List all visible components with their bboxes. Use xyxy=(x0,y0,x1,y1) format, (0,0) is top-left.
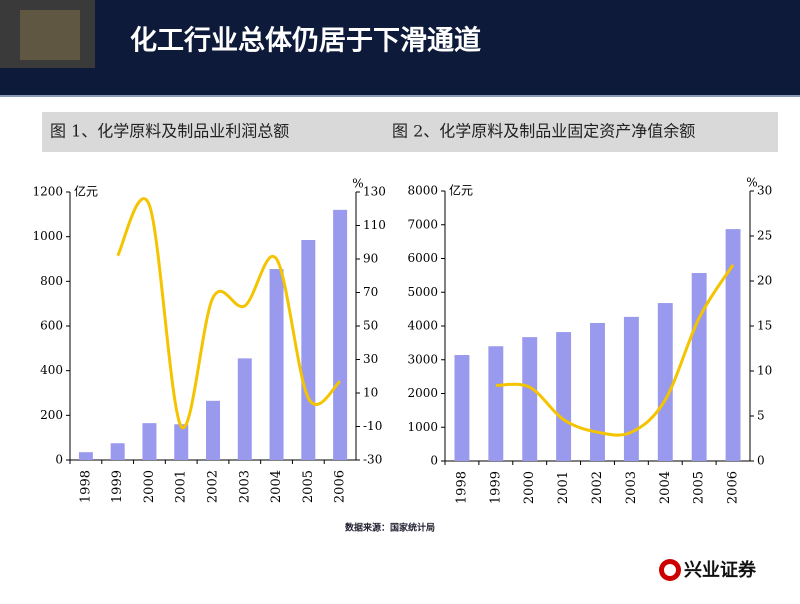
y-tick-label: 1200 xyxy=(32,185,63,199)
y2-tick-label: -30 xyxy=(363,453,382,467)
x-tick-label: 2000 xyxy=(522,471,537,504)
y-tick-label: 6000 xyxy=(407,251,438,265)
y2-tick-label: -10 xyxy=(363,419,382,433)
y-tick-label: 2000 xyxy=(407,386,438,400)
bar xyxy=(691,273,707,461)
bar xyxy=(725,229,741,461)
x-tick-label: 1998 xyxy=(454,471,469,504)
bar xyxy=(454,355,470,461)
bar xyxy=(590,322,605,461)
bar xyxy=(110,443,125,460)
y-tick-label: 400 xyxy=(40,363,63,377)
x-tick-label: 2000 xyxy=(142,470,157,503)
x-tick-label: 2003 xyxy=(624,471,639,504)
y2-tick-label: 10 xyxy=(363,386,378,400)
figure-title-band xyxy=(42,112,778,152)
bar xyxy=(657,303,673,461)
x-tick-label: 2002 xyxy=(590,471,605,504)
x-tick-label: 2004 xyxy=(269,470,284,503)
y2-tick-label: 5 xyxy=(757,409,765,423)
bar xyxy=(556,332,572,461)
y2-tick-label: 30 xyxy=(363,352,378,366)
y-tick-label: 1000 xyxy=(407,420,438,434)
y-tick-label: 3000 xyxy=(407,352,438,366)
y2-axis-label: % xyxy=(352,177,363,191)
logo-mark-inner xyxy=(664,564,676,576)
figure-title: 图 2、化学原料及制品业固定资产净值余额 xyxy=(392,122,695,141)
y-tick-label: 4000 xyxy=(407,319,438,333)
x-tick-label: 2006 xyxy=(726,471,741,504)
y-tick-label: 0 xyxy=(430,454,438,468)
bar xyxy=(174,424,189,460)
x-tick-label: 2002 xyxy=(206,470,221,503)
x-tick-label: 2004 xyxy=(658,471,673,504)
y2-tick-label: 130 xyxy=(363,185,386,199)
x-tick-label: 2006 xyxy=(333,470,348,503)
y-tick-label: 0 xyxy=(55,453,63,467)
y-tick-label: 200 xyxy=(40,408,63,422)
x-tick-label: 1998 xyxy=(78,470,93,503)
y2-tick-label: 10 xyxy=(757,364,772,378)
bar xyxy=(623,316,639,461)
y2-tick-label: 15 xyxy=(757,319,772,333)
y2-tick-label: 30 xyxy=(757,184,772,198)
line xyxy=(116,197,342,430)
y2-tick-label: 25 xyxy=(757,229,772,243)
x-tick-label: 2001 xyxy=(556,471,571,504)
bar xyxy=(269,269,284,460)
bar xyxy=(78,452,93,460)
header-photo-detail xyxy=(20,10,80,60)
bar xyxy=(301,240,316,460)
bar xyxy=(206,400,220,460)
y-tick-label: 800 xyxy=(40,274,63,288)
y-axis-label: 亿元 xyxy=(449,183,473,198)
bar xyxy=(333,209,348,460)
logo-text: 兴业证券 xyxy=(684,559,757,581)
bar xyxy=(142,423,157,460)
y2-tick-label: 110 xyxy=(363,218,386,232)
x-tick-label: 2003 xyxy=(237,470,252,503)
y-tick-label: 1000 xyxy=(32,229,63,243)
x-tick-label: 2005 xyxy=(692,471,707,504)
bar xyxy=(522,337,538,461)
y2-tick-label: 90 xyxy=(363,252,378,266)
y-tick-label: 8000 xyxy=(407,184,438,198)
bar xyxy=(488,346,504,461)
header-band xyxy=(0,0,800,95)
y-tick-label: 7000 xyxy=(407,217,438,231)
slide-title: 化工行业总体仍居于下滑通道 xyxy=(130,25,481,57)
y-tick-label: 5000 xyxy=(407,285,438,299)
y2-tick-label: 50 xyxy=(363,319,378,333)
y2-tick-label: 70 xyxy=(363,285,378,299)
y2-tick-label: 20 xyxy=(757,274,772,288)
y2-tick-label: 0 xyxy=(757,454,765,468)
y-axis-label: 亿元 xyxy=(74,184,98,199)
line xyxy=(495,263,735,437)
x-tick-label: 2001 xyxy=(174,470,189,503)
y-tick-label: 600 xyxy=(40,319,63,333)
x-tick-label: 2005 xyxy=(301,470,316,503)
x-tick-label: 1999 xyxy=(110,470,125,503)
x-tick-label: 1999 xyxy=(488,471,503,504)
y2-axis-label: % xyxy=(746,176,757,190)
figure-title: 图 1、化学原料及制品业利润总额 xyxy=(50,122,289,141)
bar xyxy=(237,358,252,460)
source-note: 数据来源：国家统计局 xyxy=(345,522,435,534)
